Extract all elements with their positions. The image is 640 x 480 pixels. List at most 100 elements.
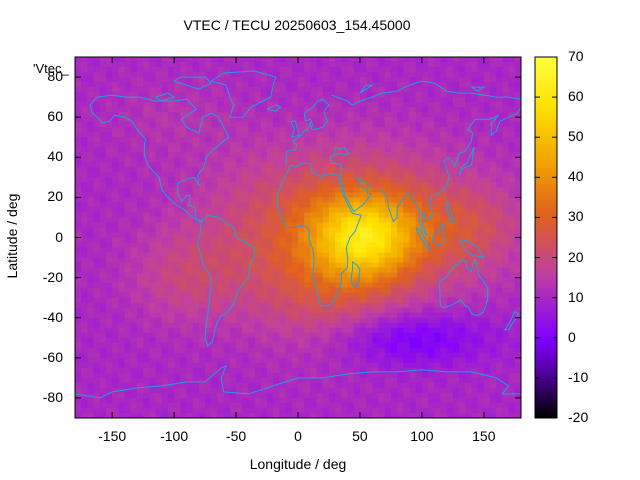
heat-cell: [328, 287, 336, 294]
heat-cell: [211, 257, 219, 264]
heat-cell: [143, 222, 150, 229]
heat-cell: [390, 142, 398, 148]
heat-cell: [267, 387, 274, 394]
heat-cell: [217, 182, 225, 188]
heat-cell: [242, 122, 250, 128]
heat-cell: [136, 112, 144, 118]
heat-cell: [105, 67, 113, 73]
heat-cell: [372, 112, 380, 118]
heat-cell: [452, 72, 460, 78]
heat-cell: [409, 252, 417, 259]
heat-cell: [161, 252, 169, 259]
heat-cell: [378, 222, 386, 229]
heat-cell: [477, 147, 485, 153]
heat-cell: [316, 57, 324, 63]
heat-cell: [130, 127, 138, 133]
heat-cell: [180, 182, 188, 188]
heat-cell: [397, 167, 404, 173]
heat-cell: [390, 292, 398, 299]
heat-cell: [186, 57, 194, 63]
heat-cell: [310, 72, 318, 78]
heat-cell: [273, 77, 281, 83]
heat-cell: [322, 222, 330, 229]
heat-cell: [316, 152, 324, 158]
heat-cell: [384, 172, 392, 178]
heat-cell: [87, 142, 95, 148]
heat-cell: [409, 237, 417, 244]
heat-cell: [434, 282, 442, 289]
heat-cell: [124, 312, 132, 319]
heat-cell: [99, 152, 107, 158]
heat-cell: [403, 192, 411, 198]
heat-cell: [285, 187, 293, 193]
heat-cell: [421, 277, 429, 284]
heat-cell: [124, 302, 132, 309]
heat-cell: [341, 387, 349, 394]
heat-cell: [81, 287, 88, 294]
heat-cell: [328, 327, 336, 334]
heat-cell: [291, 147, 299, 153]
heat-cell: [279, 317, 287, 324]
heat-cell: [254, 202, 262, 209]
heat-cell: [496, 117, 504, 123]
heat-cell: [465, 322, 473, 329]
heat-cell: [490, 237, 497, 244]
heat-cell: [434, 267, 442, 274]
heat-cell: [440, 182, 448, 188]
heat-cell: [403, 102, 411, 108]
heat-cell: [434, 257, 442, 264]
heat-cell: [298, 227, 305, 234]
heat-cell: [304, 257, 311, 264]
heat-cell: [366, 67, 373, 73]
heat-cell: [223, 257, 231, 264]
heat-cell: [254, 187, 262, 193]
heat-cell: [279, 347, 287, 354]
heat-cell: [353, 132, 361, 138]
heat-cell: [471, 232, 479, 239]
heat-cell: [75, 72, 82, 78]
heat-cell: [465, 57, 473, 63]
heat-cell: [93, 362, 101, 369]
heat-cell: [124, 142, 132, 148]
heat-cell: [384, 72, 392, 78]
heat-cell: [186, 252, 194, 259]
heat-cell: [75, 92, 82, 98]
heat-cell: [483, 127, 491, 133]
heat-cell: [322, 72, 330, 78]
heat-cell: [273, 147, 281, 153]
heat-cell: [366, 197, 373, 203]
heat-cell: [335, 112, 342, 118]
heat-cell: [390, 227, 398, 234]
heat-cell: [198, 237, 206, 244]
heat-cell: [291, 97, 299, 103]
heat-cell: [167, 202, 175, 209]
heat-cell: [260, 152, 268, 158]
heat-cell: [452, 152, 460, 158]
heat-cell: [242, 297, 250, 304]
heat-cell: [260, 57, 268, 63]
heat-cell: [421, 387, 429, 394]
heat-cell: [490, 117, 497, 123]
heat-cell: [75, 227, 82, 234]
heat-cell: [81, 162, 88, 168]
heat-cell: [242, 227, 250, 234]
heat-cell: [477, 62, 485, 68]
heat-cell: [167, 332, 175, 339]
heat-cell: [174, 137, 181, 143]
heat-cell: [124, 292, 132, 299]
heat-cell: [341, 137, 349, 143]
heat-cell: [180, 392, 188, 399]
heat-cell: [434, 322, 442, 329]
heat-cell: [205, 167, 212, 173]
heat-cell: [192, 247, 200, 254]
heat-cell: [322, 167, 330, 173]
heat-cell: [403, 332, 411, 339]
heat-cell: [118, 167, 126, 173]
heat-cell: [260, 307, 268, 314]
heat-cell: [508, 257, 516, 264]
heat-cell: [347, 302, 355, 309]
heat-cell: [174, 352, 181, 359]
heat-cell: [322, 137, 330, 143]
heat-cell: [291, 67, 299, 73]
